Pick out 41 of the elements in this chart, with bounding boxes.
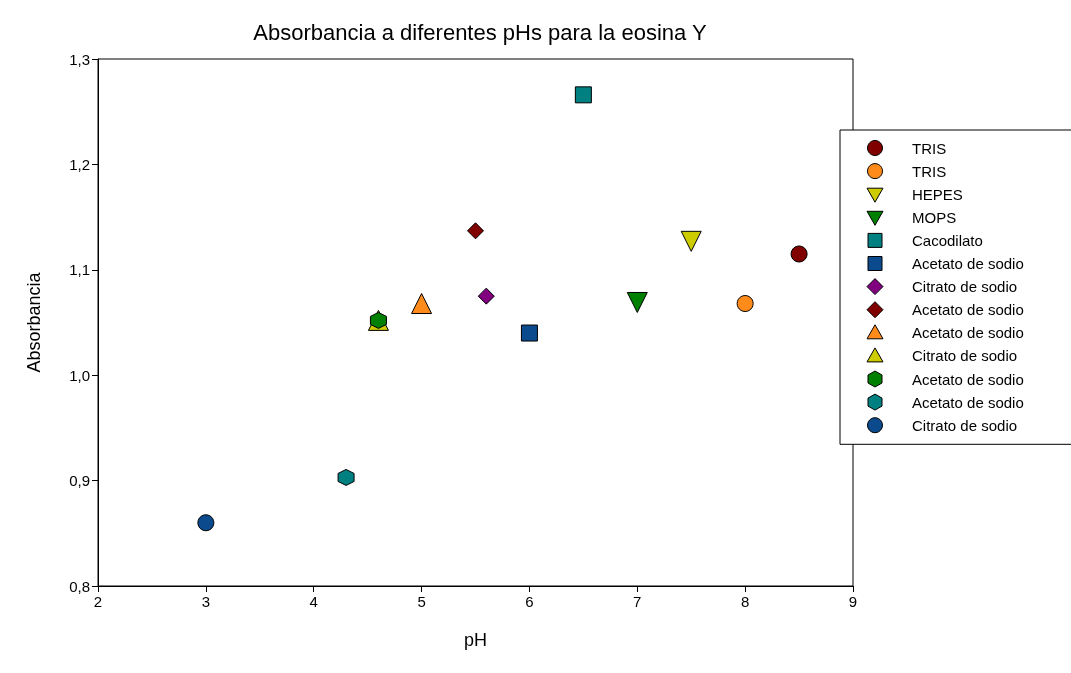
y-tick-label: 0,8: [69, 577, 90, 595]
chart-title: Absorbancia a diferentes pHs para la eosina Y: [253, 19, 707, 45]
x-tick-label: 7: [633, 593, 642, 610]
y-tick-label: 1,1: [69, 261, 90, 279]
point: [574, 86, 592, 104]
legend-label: HEPES: [912, 185, 963, 203]
legend-label: MOPS: [912, 208, 957, 226]
point: [626, 291, 648, 313]
y-tick-label: 1,0: [69, 366, 90, 384]
legend-label: TRIS: [912, 139, 947, 157]
legend-label: Acetato de sodio: [912, 393, 1024, 411]
legend-label: Acetato de sodio: [912, 324, 1024, 342]
legend-label: Acetato de sodio: [912, 370, 1024, 388]
legend-label: Acetato de sodio: [912, 301, 1024, 319]
legend-label: Citrato de sodio: [912, 416, 1018, 434]
point: [411, 293, 433, 315]
x-tick-label: 8: [740, 593, 750, 610]
y-axis-title: Absorbancia: [24, 271, 44, 373]
x-tick-label: 5: [417, 593, 426, 610]
x-tick-label: 2: [93, 593, 103, 610]
x-tick-label: 3: [201, 593, 211, 610]
x-tick-label: 9: [848, 593, 858, 610]
legend-label: TRIS: [912, 162, 947, 180]
legend-label: Citrato de sodio: [912, 278, 1018, 296]
x-tick-label: 4: [309, 593, 318, 610]
y-tick-label: 1,3: [69, 50, 90, 68]
legend-label: Acetato de sodio: [912, 255, 1024, 272]
point: [337, 468, 355, 486]
point: [467, 222, 484, 240]
point: [736, 295, 754, 313]
point: [680, 230, 702, 252]
y-tick-label: 1,2: [69, 155, 90, 173]
y-tick-label: 0,9: [69, 472, 90, 490]
point: [197, 514, 215, 532]
legend-label: Citrato de sodio: [912, 347, 1018, 365]
point: [477, 287, 495, 305]
legend-label: Cacodilato: [912, 231, 983, 249]
point: [790, 245, 808, 263]
x-tick-label: 6: [525, 593, 534, 610]
point: [520, 324, 538, 342]
x-axis-title: pH: [463, 630, 488, 650]
